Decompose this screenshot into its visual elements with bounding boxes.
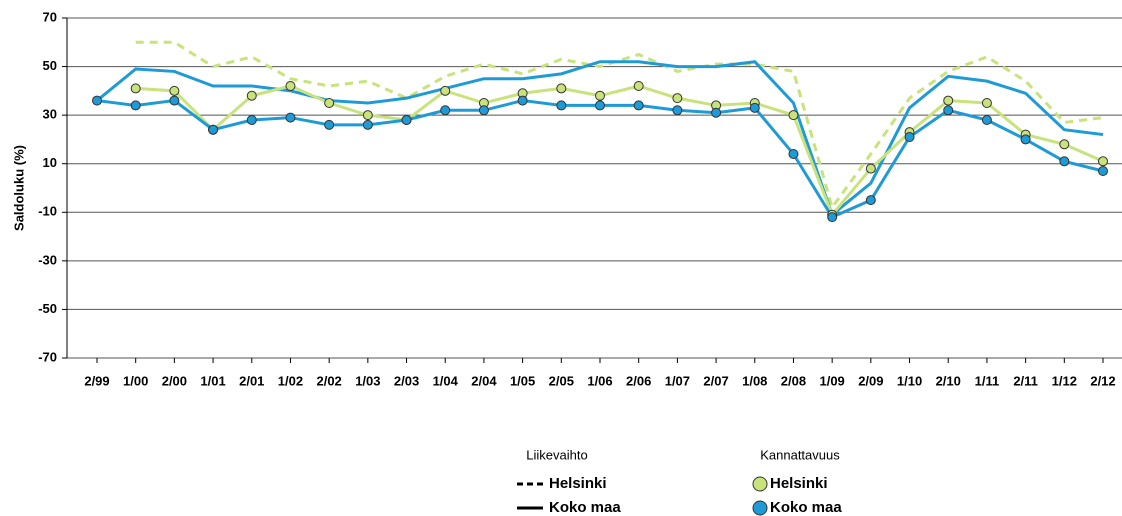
- marker: [904, 132, 915, 142]
- x-tick-label: 1/11: [975, 373, 1000, 388]
- legend-label: Helsinki: [549, 475, 607, 492]
- marker: [672, 105, 683, 116]
- marker: [362, 119, 373, 130]
- x-tick-label: 1/09: [819, 373, 844, 388]
- marker: [130, 83, 141, 94]
- x-tick-label: 2/06: [626, 373, 651, 388]
- y-tick-label: -10: [38, 204, 57, 219]
- x-tick-label: 2/11: [1013, 373, 1038, 388]
- marker: [556, 100, 567, 111]
- marker: [865, 163, 876, 174]
- marker: [130, 100, 141, 111]
- x-tick-label: 1/10: [897, 373, 922, 388]
- y-tick-label: 50: [43, 58, 57, 73]
- x-tick-label: 1/01: [200, 373, 225, 388]
- marker: [1098, 166, 1108, 176]
- legend-label: Koko maa: [549, 499, 621, 516]
- x-tick-label: 1/02: [278, 373, 303, 388]
- x-tick-label: 2/07: [703, 373, 728, 388]
- marker: [827, 212, 838, 223]
- x-tick-label: 1/04: [433, 373, 459, 388]
- marker: [672, 93, 683, 104]
- marker: [981, 115, 992, 125]
- y-axis-label: Saldoluku (%): [11, 145, 26, 231]
- marker: [633, 81, 644, 91]
- x-tick-label: 2/10: [936, 373, 961, 388]
- marker: [324, 119, 335, 130]
- marker: [324, 98, 335, 108]
- x-tick-label: 1/00: [123, 373, 148, 388]
- marker: [478, 105, 489, 116]
- y-tick-label: -50: [38, 301, 57, 316]
- x-tick-label: 2/09: [858, 373, 883, 388]
- marker: [92, 95, 102, 106]
- x-tick-label: 2/12: [1090, 373, 1115, 388]
- marker: [865, 195, 876, 206]
- marker: [362, 110, 373, 121]
- legend-label: Koko maa: [770, 499, 842, 516]
- marker: [169, 85, 180, 96]
- x-tick-label: 2/08: [781, 373, 806, 388]
- legend-title: Liikevaihto: [526, 447, 587, 462]
- y-tick-label: 30: [43, 107, 57, 122]
- marker: [595, 90, 605, 101]
- legend-label: Helsinki: [770, 475, 828, 492]
- marker: [943, 95, 954, 106]
- marker: [633, 100, 644, 111]
- x-tick-label: 1/05: [510, 373, 535, 388]
- marker: [943, 105, 954, 116]
- x-tick-label: 1/12: [1052, 373, 1077, 388]
- x-tick-label: 1/08: [742, 373, 767, 388]
- y-tick-label: 70: [43, 9, 57, 24]
- marker: [1059, 139, 1070, 150]
- y-tick-label: -30: [38, 252, 57, 267]
- x-tick-label: 2/04: [471, 373, 497, 388]
- marker: [788, 110, 799, 121]
- marker: [517, 95, 528, 106]
- marker: [1059, 156, 1070, 167]
- marker: [440, 85, 451, 96]
- marker: [246, 90, 257, 101]
- marker: [981, 98, 992, 108]
- y-tick-label: 10: [43, 155, 57, 170]
- series-line: [135, 84, 1104, 218]
- y-tick-label: -70: [38, 349, 57, 364]
- marker: [1098, 156, 1108, 167]
- series-line: [96, 60, 1104, 218]
- marker: [285, 81, 296, 91]
- legend-marker: [752, 476, 768, 492]
- marker: [1020, 134, 1031, 145]
- x-tick-label: 1/06: [587, 373, 612, 388]
- x-tick-label: 2/02: [316, 373, 341, 388]
- marker: [285, 112, 296, 123]
- x-tick-label: 1/03: [355, 373, 380, 388]
- marker: [711, 107, 722, 118]
- marker: [246, 115, 257, 125]
- marker: [595, 100, 605, 111]
- series-line: [135, 40, 1104, 211]
- legend-marker: [752, 500, 768, 516]
- x-tick-label: 2/99: [84, 373, 109, 388]
- legend-title: Kannattavuus: [760, 447, 840, 462]
- marker: [749, 102, 760, 113]
- marker: [440, 105, 451, 116]
- x-tick-label: 2/00: [162, 373, 187, 388]
- x-tick-label: 1/07: [665, 373, 690, 388]
- marker: [788, 149, 799, 159]
- marker: [208, 124, 219, 135]
- marker: [169, 95, 180, 106]
- x-tick-label: 2/05: [549, 373, 574, 388]
- x-tick-label: 2/03: [394, 373, 419, 388]
- x-tick-label: 2/01: [239, 373, 264, 388]
- marker: [401, 115, 412, 125]
- marker: [556, 83, 567, 94]
